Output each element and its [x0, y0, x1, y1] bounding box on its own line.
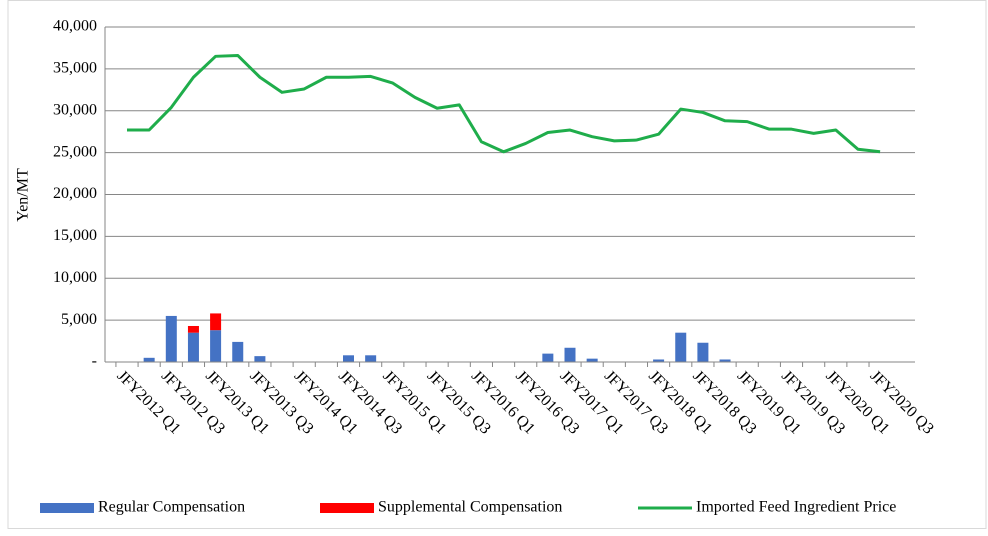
- bar: [697, 342, 709, 362]
- legend-label: Imported Feed Ingredient Price: [696, 499, 896, 516]
- y-tick-label: 30,000: [53, 101, 97, 118]
- y-tick-label: 20,000: [53, 185, 97, 202]
- line: [127, 53, 881, 154]
- chart-frame: [7, 0, 987, 529]
- bar: [586, 358, 598, 362]
- bar: [165, 315, 177, 362]
- bar: [653, 359, 665, 362]
- y-axis-label: Yen/MT: [15, 168, 32, 222]
- bar: [232, 341, 244, 362]
- y-tick-label: 15,000: [53, 227, 97, 244]
- bar: [187, 325, 199, 333]
- y-tick-label: -: [92, 353, 97, 370]
- bar: [542, 353, 554, 362]
- legend-swatch: [320, 503, 374, 513]
- bar: [254, 356, 266, 362]
- bar: [187, 332, 199, 362]
- legend-label: Regular Compensation: [98, 499, 245, 516]
- bar: [675, 332, 687, 362]
- bar: [564, 347, 576, 362]
- y-tick-label: 40,000: [53, 18, 97, 35]
- legend-label: Supplemental Compensation: [378, 499, 562, 516]
- bar: [719, 359, 731, 362]
- y-tick-label: 10,000: [53, 269, 97, 286]
- bar: [343, 355, 354, 362]
- legend-swatch: [40, 503, 94, 513]
- bar: [210, 330, 222, 362]
- y-tick-label: 5,000: [61, 311, 97, 328]
- bar: [210, 313, 222, 331]
- y-tick-label: 25,000: [53, 143, 97, 160]
- bar: [143, 357, 155, 362]
- y-tick-label: 35,000: [53, 60, 97, 77]
- bar: [365, 355, 377, 362]
